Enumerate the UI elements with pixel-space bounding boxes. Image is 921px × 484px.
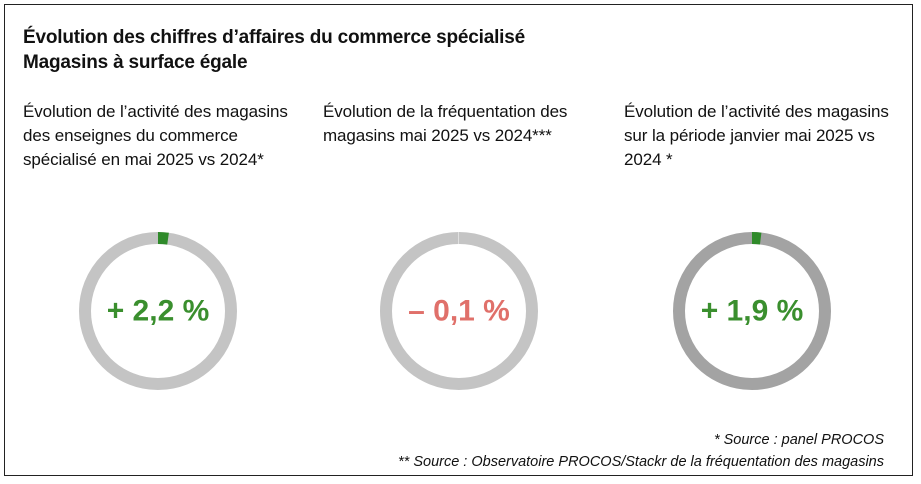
donut-chart-store-traffic-may: – 0,1 % — [380, 231, 538, 390]
infographic-frame: Évolution des chiffres d’affaires du com… — [4, 4, 913, 476]
panel-store-activity-jan-may: Évolution de l’activité des magasins sur… — [624, 100, 914, 420]
footnote-source-observatory: ** Source : Observatoire PROCOS/Stackr d… — [398, 454, 884, 470]
infographic-title: Évolution des chiffres d’affaires du com… — [23, 25, 525, 75]
donut-value-label: + 2,2 % — [107, 295, 210, 328]
title-line-2: Magasins à surface égale — [23, 52, 248, 73]
panel-store-traffic-may: Évolution de la fréquentation des magasi… — [323, 100, 613, 420]
panel-title-store-activity-jan-may: Évolution de l’activité des magasins sur… — [624, 102, 889, 169]
panel-title-store-activity-may: Évolution de l’activité des magasins des… — [23, 102, 288, 169]
panel-title-store-traffic-may: Évolution de la fréquentation des magasi… — [323, 102, 568, 145]
donut-segment — [751, 232, 762, 245]
panel-store-activity-may: Évolution de l’activité des magasins des… — [23, 100, 313, 420]
footnotes: * Source : panel PROCOS ** Source : Obse… — [398, 429, 884, 473]
footnote-source-panel: * Source : panel PROCOS — [713, 432, 884, 448]
donut-chart-store-activity-may: + 2,2 % — [79, 232, 237, 390]
donut-value-label: – 0,1 % — [408, 295, 510, 328]
donut-value-label: + 1,9 % — [701, 295, 804, 328]
donut-segment — [157, 232, 169, 245]
donut-chart-store-activity-jan-may: + 1,9 % — [673, 232, 831, 390]
title-line-1: Évolution des chiffres d’affaires du com… — [23, 27, 525, 48]
